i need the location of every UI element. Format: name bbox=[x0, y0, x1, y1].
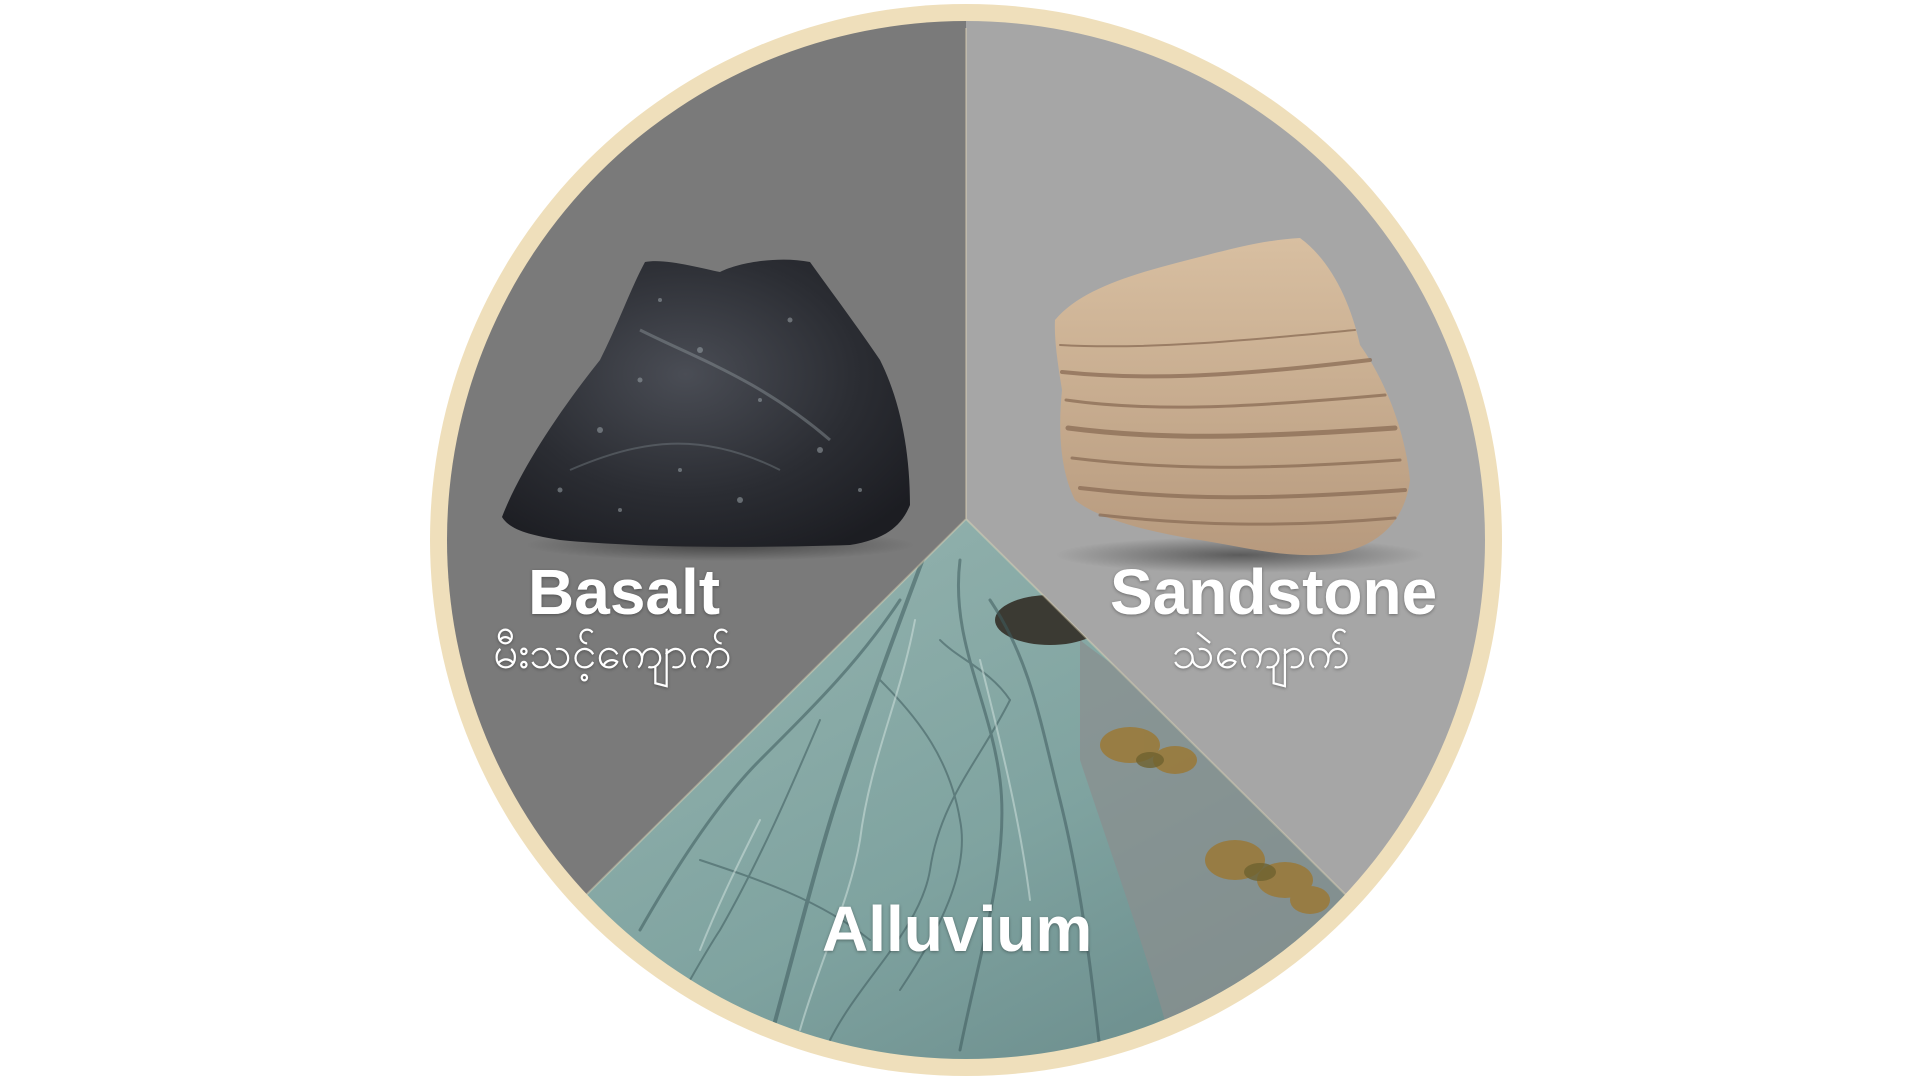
alluvium-label: Alluvium bbox=[822, 893, 1093, 965]
sandstone-label: Sandstone bbox=[1110, 556, 1438, 628]
sandstone-burmese-label: သဲကျောက် bbox=[1172, 628, 1350, 679]
basalt-burmese-label: မီးသင့်ကျောက် bbox=[493, 628, 732, 679]
segment-dividers bbox=[574, 28, 1358, 907]
basalt-rock-image bbox=[502, 259, 915, 561]
basalt-label: Basalt bbox=[528, 556, 721, 628]
sandstone-rock-image bbox=[1054, 238, 1425, 573]
